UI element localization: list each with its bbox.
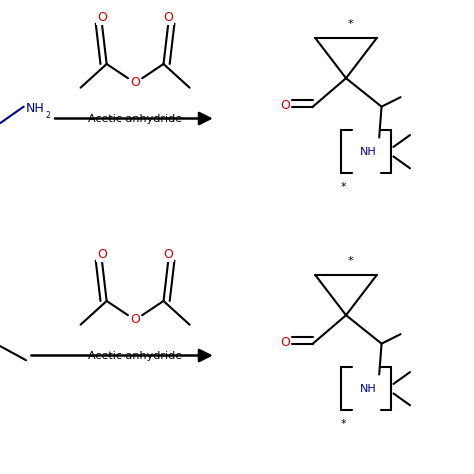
Text: O: O [281, 99, 290, 112]
Text: O: O [130, 313, 140, 327]
Text: NH: NH [360, 383, 377, 394]
Text: O: O [281, 336, 290, 349]
Text: *: * [348, 18, 354, 29]
Text: Acetic anhydride: Acetic anhydride [88, 351, 182, 361]
Text: O: O [130, 76, 140, 90]
Text: NH: NH [26, 101, 45, 115]
Text: O: O [164, 11, 173, 24]
Text: $_2$: $_2$ [45, 110, 51, 122]
Text: *: * [341, 419, 346, 429]
Text: NH: NH [360, 146, 377, 157]
Text: O: O [164, 248, 173, 261]
Text: Acetic anhydride: Acetic anhydride [88, 114, 182, 124]
Text: O: O [97, 11, 107, 24]
Text: *: * [348, 255, 354, 266]
Text: *: * [341, 182, 346, 192]
Text: O: O [97, 248, 107, 261]
